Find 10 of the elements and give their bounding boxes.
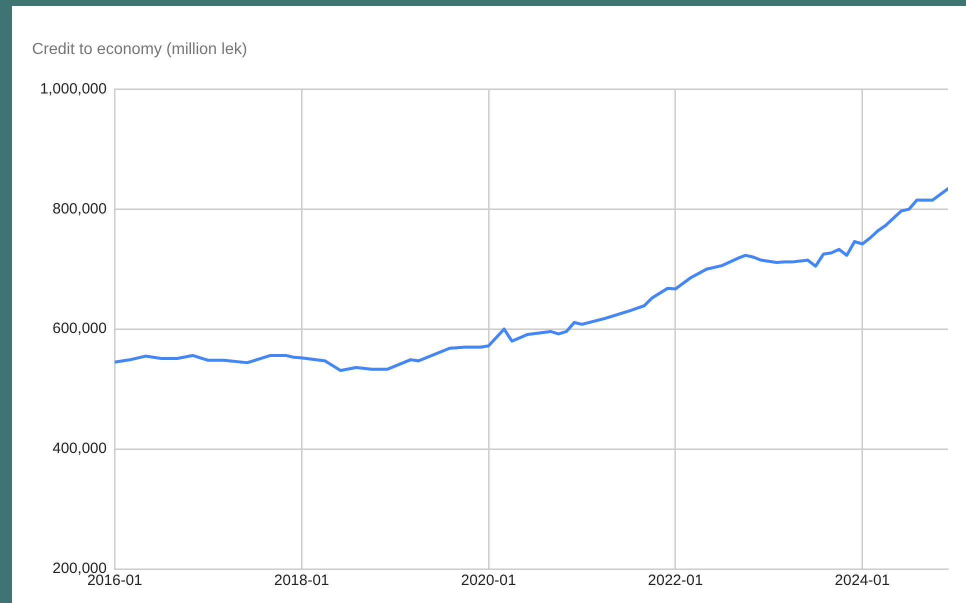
chart-title: Credit to economy (million lek)	[32, 41, 248, 58]
x-tick-label: 2018-01	[274, 572, 330, 590]
x-tick-label: 2020-01	[461, 572, 516, 590]
x-tick-label: 2016-01	[87, 572, 142, 590]
x-tick-label: 2024-01	[834, 572, 890, 590]
y-tick-label: 800,000	[52, 200, 107, 218]
y-tick-label: 400,000	[52, 440, 107, 458]
y-tick-label: 600,000	[52, 320, 107, 338]
y-tick-label: 1,000,000	[40, 80, 107, 98]
x-tick-label: 2022-01	[648, 572, 703, 590]
